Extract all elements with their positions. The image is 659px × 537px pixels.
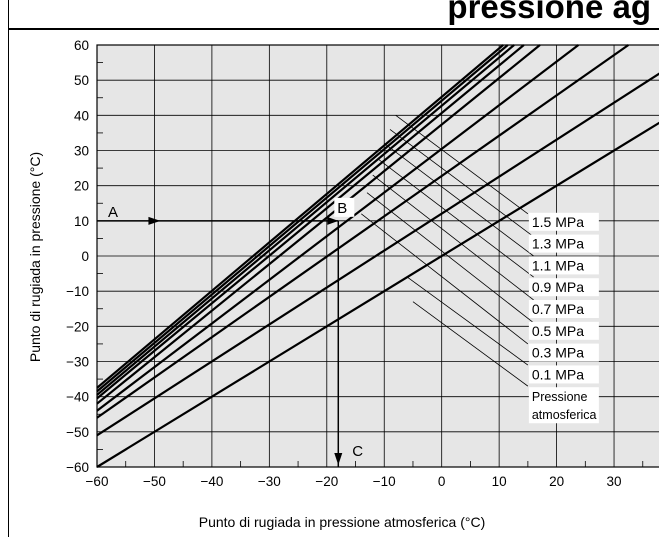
label-leader-line (378, 158, 534, 278)
label-leader-line (361, 213, 529, 345)
x-tick-label: 20 (549, 474, 564, 489)
y-tick-label: 50 (74, 73, 89, 88)
series-line (96, 72, 659, 437)
label-leader-line (384, 143, 534, 257)
legend-label-background (528, 300, 599, 319)
legend-label-background (528, 278, 599, 297)
legend-label-background (528, 321, 599, 340)
x-tick-label: −40 (200, 474, 223, 489)
x-tick-label: 30 (607, 474, 622, 489)
x-tick-label: −60 (86, 474, 109, 489)
y-tick-label: 20 (74, 179, 89, 194)
label-leader-line (412, 301, 529, 387)
series-line (96, 44, 541, 405)
series-line (96, 44, 515, 396)
legend-label: 0.7 MPa (532, 301, 584, 317)
legend-label-background (528, 234, 599, 253)
legend-label: 1.3 MPa (532, 236, 584, 252)
y-tick-label: −50 (66, 425, 89, 440)
legend-label-atm: Pressione (532, 390, 588, 404)
legend-label: 1.5 MPa (532, 214, 584, 230)
legend-label-background (528, 256, 599, 275)
example-arrows (97, 216, 343, 467)
label-leader-line (389, 129, 534, 237)
x-axis-label: Punto di rugiada in pressione atmosferic… (199, 514, 486, 530)
y-tick-label: 40 (74, 108, 89, 123)
y-tick-label: −30 (66, 355, 89, 370)
x-tick-label: −50 (143, 474, 166, 489)
header-title: pressione ag (447, 0, 651, 25)
x-tick-labels: −60 −50 −40 −30 −20 −10 0 10 20 30 (86, 474, 622, 489)
y-tick-label: −60 (66, 460, 89, 475)
header-rule (8, 28, 659, 30)
series-lines (96, 44, 659, 468)
y-tick-label: −20 (66, 319, 89, 334)
y-tick-labels: −60 −50 −40 −30 −20 −10 0 10 20 30 40 50 60 (66, 38, 89, 475)
label-leader-line (406, 276, 529, 366)
series-line (96, 121, 659, 468)
point-b-label: B (337, 200, 347, 217)
legend-labels: 1.5 MPa 1.3 MPa 1.1 MPa 0.9 MPa 0.7 MPa 0.5 M… (528, 212, 599, 424)
x-tick-label: −20 (315, 474, 338, 489)
legend-label-background (528, 365, 599, 384)
y-tick-label: 10 (74, 214, 89, 229)
y-tick-label: −10 (66, 284, 89, 299)
label-leader-line (395, 115, 529, 215)
series-line (96, 44, 525, 400)
y-tick-label: 0 (81, 249, 89, 264)
legend-label: 0.3 MPa (532, 345, 584, 361)
arrowhead-mid (148, 216, 161, 225)
minor-ticks (97, 62, 644, 467)
legend-label-background (528, 343, 599, 362)
arrowhead-b (327, 216, 339, 225)
series-line (96, 44, 630, 419)
header-strip: pressione ag (0, 0, 659, 30)
chart-frame (8, 0, 659, 537)
legend-label: 1.1 MPa (532, 257, 584, 273)
legend-label: 0.5 MPa (532, 323, 584, 339)
series-line (96, 44, 504, 389)
example-point-labels: A B C (108, 197, 363, 460)
legend-label: 0.1 MPa (532, 366, 584, 382)
plot-border (96, 44, 659, 468)
x-tick-label: 10 (492, 474, 507, 489)
x-tick-label: −30 (258, 474, 281, 489)
label-leader-lines (361, 115, 534, 387)
point-b-label-background (334, 197, 355, 217)
legend-label-background (528, 387, 599, 424)
point-c-label: C (352, 443, 363, 460)
point-a-label: A (108, 204, 118, 221)
series-line (96, 44, 509, 393)
y-tick-label: −40 (66, 390, 89, 405)
legend-label-atm: atmosferica (532, 408, 597, 422)
legend-label: 0.9 MPa (532, 279, 584, 295)
legend-label-background (528, 212, 599, 231)
label-leader-line (366, 192, 534, 324)
y-axis-label: Punto di rugiada in pressione (°C) (27, 152, 43, 362)
y-tick-label: 30 (74, 144, 89, 159)
label-leader-line (372, 174, 534, 301)
arrowhead-c (334, 453, 343, 465)
x-tick-label: −10 (373, 474, 396, 489)
y-tick-label: 60 (74, 38, 89, 53)
x-tick-label: 0 (438, 474, 446, 489)
